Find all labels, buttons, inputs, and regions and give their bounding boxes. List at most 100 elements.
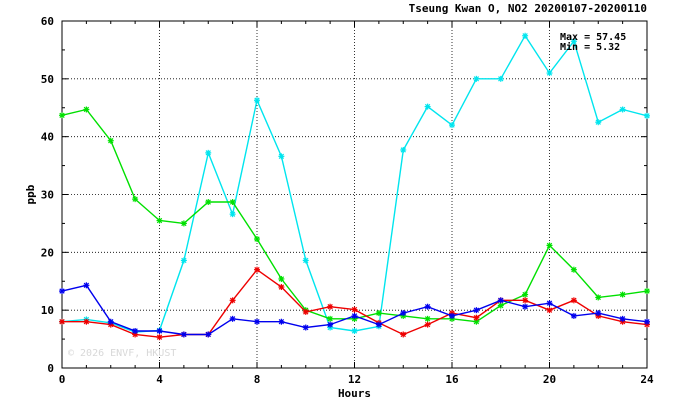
data-point [570, 38, 577, 45]
data-point [473, 75, 480, 82]
data-point [205, 331, 212, 338]
data-point [522, 291, 529, 298]
data-point [59, 112, 65, 119]
data-point [497, 297, 504, 304]
data-point [83, 282, 90, 289]
data-point [351, 327, 358, 334]
data-point [302, 324, 309, 331]
x-tick-label: 12 [348, 373, 361, 386]
y-tick-label: 10 [41, 304, 54, 317]
x-tick-label: 4 [156, 373, 163, 386]
data-point [229, 315, 236, 322]
data-point [449, 312, 455, 319]
axis-ticks: 0 4 8 12 16 20 24 0 10 20 30 40 50 60 [41, 15, 654, 386]
data-point [351, 312, 358, 319]
data-point [570, 312, 577, 319]
x-tick-label: 8 [254, 373, 261, 386]
data-point [180, 257, 187, 264]
data-point [83, 318, 90, 325]
data-point [497, 302, 504, 309]
data-point [473, 314, 480, 321]
data-point [229, 199, 236, 206]
x-tick-label: 0 [59, 373, 66, 386]
data-point [522, 32, 529, 39]
data-point [254, 236, 260, 243]
data-point [546, 300, 553, 307]
data-point [522, 297, 529, 304]
data-point [449, 122, 455, 129]
grid-lines [62, 21, 647, 368]
y-tick-label: 40 [41, 131, 54, 144]
data-point [424, 303, 431, 310]
data-point [327, 321, 334, 328]
y-tick-label: 60 [41, 15, 54, 28]
data-point [180, 331, 187, 338]
series-layer [59, 32, 650, 341]
data-point [229, 297, 236, 304]
data-point [522, 303, 529, 310]
data-point [302, 257, 309, 264]
data-point [570, 266, 577, 273]
data-point [546, 307, 553, 314]
data-point [327, 303, 334, 310]
data-point [205, 199, 212, 206]
data-point [205, 149, 212, 156]
data-point [424, 321, 431, 328]
data-point [400, 310, 407, 317]
data-point [644, 112, 650, 119]
watermark: © 2026 ENVF, HKUST [68, 348, 176, 359]
data-point [254, 266, 260, 273]
data-point [424, 315, 431, 322]
data-point [156, 327, 163, 334]
data-point [424, 103, 431, 110]
x-tick-label: 24 [640, 373, 654, 386]
data-point [375, 310, 382, 317]
data-point [59, 318, 65, 325]
data-point [156, 334, 163, 341]
data-point [278, 275, 285, 282]
data-point [59, 288, 65, 295]
data-point [619, 291, 626, 298]
x-tick-label: 20 [543, 373, 556, 386]
data-point [644, 318, 650, 325]
x-axis-label: Hours [338, 387, 371, 400]
data-point [327, 315, 334, 322]
data-point [278, 284, 285, 291]
data-point [229, 211, 236, 218]
min-label: Min = 5.32 [560, 41, 620, 53]
data-point [595, 119, 602, 126]
data-point [497, 75, 504, 82]
data-point [351, 306, 358, 313]
data-point [278, 153, 285, 160]
data-point [302, 308, 309, 315]
y-axis-label: ppb [24, 184, 37, 204]
data-point [132, 327, 139, 334]
data-point [254, 318, 260, 325]
data-point [400, 146, 407, 153]
data-point [595, 294, 602, 301]
data-point [644, 288, 650, 295]
data-point [619, 106, 626, 113]
data-point [83, 106, 90, 113]
x-tick-label: 16 [445, 373, 459, 386]
data-point [132, 196, 139, 203]
data-point [375, 321, 382, 328]
chart-title: Tseung Kwan O, NO2 20200107-20200110 [409, 2, 647, 15]
y-tick-label: 30 [41, 189, 54, 202]
y-tick-label: 50 [41, 73, 54, 86]
data-point [278, 318, 285, 325]
data-point [473, 307, 480, 314]
data-point [107, 137, 114, 144]
data-point [156, 217, 163, 224]
data-point [180, 220, 187, 227]
data-point [546, 70, 553, 77]
data-point [619, 315, 626, 322]
data-point [546, 242, 553, 249]
max-label: Max = 57.45 [560, 32, 626, 43]
data-point [570, 297, 577, 304]
y-tick-label: 20 [41, 246, 54, 259]
y-tick-label: 0 [47, 362, 54, 375]
data-point [254, 97, 260, 104]
data-point [400, 331, 407, 338]
